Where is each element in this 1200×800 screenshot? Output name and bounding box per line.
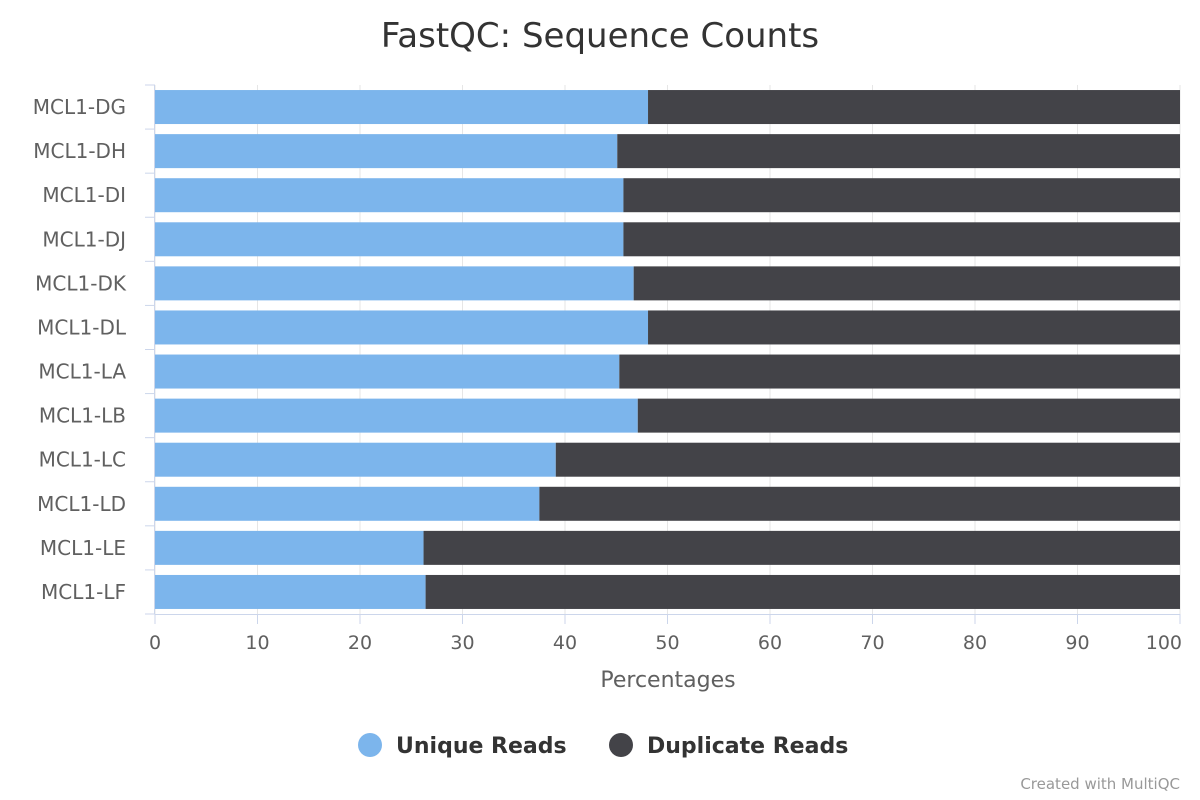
bar-duplicate-reads[interactable] — [648, 310, 1180, 345]
legend-label: Unique Reads — [396, 734, 567, 759]
plot-area — [155, 90, 1181, 609]
x-tick-label: 90 — [1065, 632, 1089, 654]
x-tick-label: 100 — [1146, 632, 1182, 654]
x-tick-label: 80 — [963, 632, 987, 654]
x-axis-title: Percentages — [600, 668, 735, 693]
category-label: MCL1-DG — [33, 95, 126, 119]
bar-unique-reads[interactable] — [155, 310, 649, 345]
bar-duplicate-reads[interactable] — [623, 178, 1180, 213]
legend-symbol — [358, 733, 382, 757]
bar-duplicate-reads[interactable] — [539, 486, 1180, 521]
bar-unique-reads[interactable] — [155, 574, 426, 609]
chart-title: FastQC: Sequence Counts — [381, 16, 819, 56]
category-label: MCL1-DJ — [42, 227, 126, 251]
bar-duplicate-reads[interactable] — [623, 222, 1180, 257]
bar-duplicate-reads[interactable] — [555, 442, 1180, 477]
x-tick-label: 50 — [655, 632, 679, 654]
bar-duplicate-reads[interactable] — [633, 266, 1180, 301]
bar-unique-reads[interactable] — [155, 354, 620, 389]
bar-duplicate-reads[interactable] — [637, 398, 1180, 433]
legend-symbol — [609, 733, 633, 757]
legend-item-unique-reads[interactable]: Unique Reads — [358, 733, 567, 759]
credits-text[interactable]: Created with MultiQC — [1020, 775, 1180, 793]
bar-duplicate-reads[interactable] — [423, 530, 1180, 565]
x-tick-label: 40 — [553, 632, 577, 654]
bar-unique-reads[interactable] — [155, 222, 624, 257]
category-label: MCL1-LF — [41, 580, 126, 604]
bar-unique-reads[interactable] — [155, 178, 624, 213]
legend: Unique Reads Duplicate Reads — [358, 733, 848, 759]
category-label: MCL1-LA — [38, 360, 126, 384]
category-label: MCL1-DL — [37, 315, 127, 339]
x-tick-label: 20 — [348, 632, 372, 654]
x-tick-label: 10 — [245, 632, 269, 654]
bar-duplicate-reads[interactable] — [617, 134, 1180, 169]
bar-duplicate-reads[interactable] — [619, 354, 1180, 389]
legend-label: Duplicate Reads — [647, 734, 848, 759]
legend-item-duplicate-reads[interactable]: Duplicate Reads — [609, 733, 848, 759]
x-tick-label: 0 — [149, 632, 161, 654]
bar-unique-reads[interactable] — [155, 486, 540, 521]
category-label: MCL1-DH — [33, 139, 126, 163]
category-label: MCL1-LE — [40, 536, 126, 560]
bar-duplicate-reads[interactable] — [648, 90, 1180, 125]
bar-unique-reads[interactable] — [155, 90, 649, 125]
bar-duplicate-reads[interactable] — [425, 574, 1181, 609]
x-tick-label: 60 — [758, 632, 782, 654]
category-label: MCL1-DI — [42, 183, 126, 207]
x-tick-label: 30 — [450, 632, 474, 654]
category-label: MCL1-DK — [35, 271, 127, 295]
bar-unique-reads[interactable] — [155, 398, 638, 433]
bar-unique-reads[interactable] — [155, 134, 618, 169]
axes: MCL1-DG MCL1-DH MCL1-DI MCL1-DJ MCL1-DK MCL1-… — [33, 84, 1182, 654]
x-tick-label: 70 — [860, 632, 884, 654]
grid — [154, 85, 1181, 614]
category-label: MCL1-LC — [39, 448, 126, 472]
bar-unique-reads[interactable] — [155, 442, 556, 477]
bar-unique-reads[interactable] — [155, 266, 634, 301]
category-label: MCL1-LD — [37, 492, 126, 516]
category-label: MCL1-LB — [39, 404, 126, 428]
bar-unique-reads[interactable] — [155, 530, 424, 565]
